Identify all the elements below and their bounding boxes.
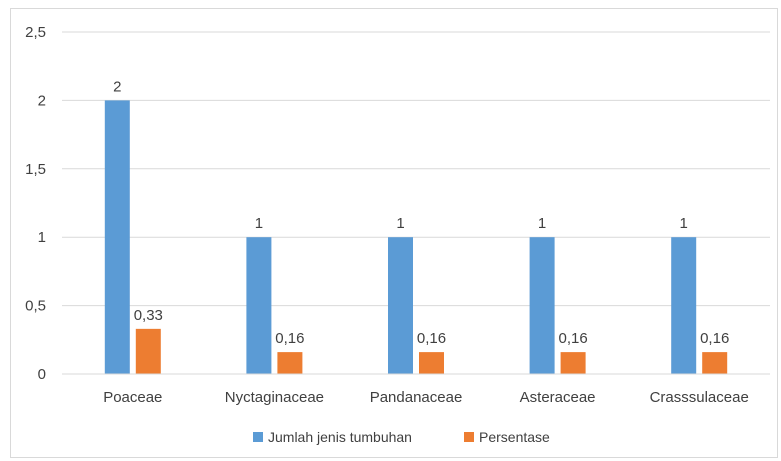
data-label: 2 <box>113 78 121 95</box>
data-label: 1 <box>680 215 688 232</box>
bars <box>104 100 728 375</box>
bar-persentase <box>419 352 444 374</box>
bar-jumlah <box>104 100 130 375</box>
bar-jumlah <box>529 237 555 374</box>
y-tick-label: 1,5 <box>25 161 46 178</box>
data-label: 0,16 <box>558 330 587 347</box>
bar-persentase <box>277 352 303 374</box>
bar-jumlah <box>246 237 272 374</box>
x-category-label: Asteraceae <box>520 389 596 406</box>
bar-persentase <box>135 328 161 374</box>
y-tick-label: 1 <box>38 229 46 246</box>
legend-swatch-persentase <box>464 432 474 442</box>
legend-label-jumlah: Jumlah jenis tumbuhan <box>268 429 412 445</box>
legend: Jumlah jenis tumbuhan Persentase <box>253 429 550 445</box>
bar-jumlah <box>388 237 413 374</box>
legend-swatch-jumlah <box>253 432 263 442</box>
data-label: 1 <box>255 215 263 232</box>
y-tick-label: 0,5 <box>25 298 46 315</box>
y-tick-label: 0 <box>38 366 46 383</box>
data-label: 0,33 <box>134 307 163 324</box>
y-tick-label: 2 <box>38 92 46 109</box>
gridlines <box>62 31 770 307</box>
y-axis-ticks: 0 0,5 1 1,5 2 2,5 <box>25 24 46 383</box>
x-axis-categories: Poaceae Nyctaginaceae Pandanaceae Asteracea… <box>103 389 749 406</box>
x-category-label: Crasssulaceae <box>650 389 749 406</box>
data-labels: 2 0,33 1 0,16 1 0,16 1 0,16 1 0,16 <box>113 78 729 347</box>
legend-label-persentase: Persentase <box>479 429 550 445</box>
x-category-label: Nyctaginaceae <box>225 389 324 406</box>
x-category-label: Poaceae <box>103 389 162 406</box>
chart-frame <box>10 8 778 458</box>
data-label: 1 <box>538 215 546 232</box>
data-label: 0,16 <box>417 330 446 347</box>
data-label: 0,16 <box>275 330 304 347</box>
y-tick-label: 2,5 <box>25 24 46 41</box>
bar-persentase <box>560 352 586 374</box>
data-label: 0,16 <box>700 330 729 347</box>
data-label: 1 <box>396 215 404 232</box>
bar-jumlah <box>671 237 697 374</box>
bar-persentase <box>702 352 728 374</box>
x-category-label: Pandanaceae <box>370 389 463 406</box>
